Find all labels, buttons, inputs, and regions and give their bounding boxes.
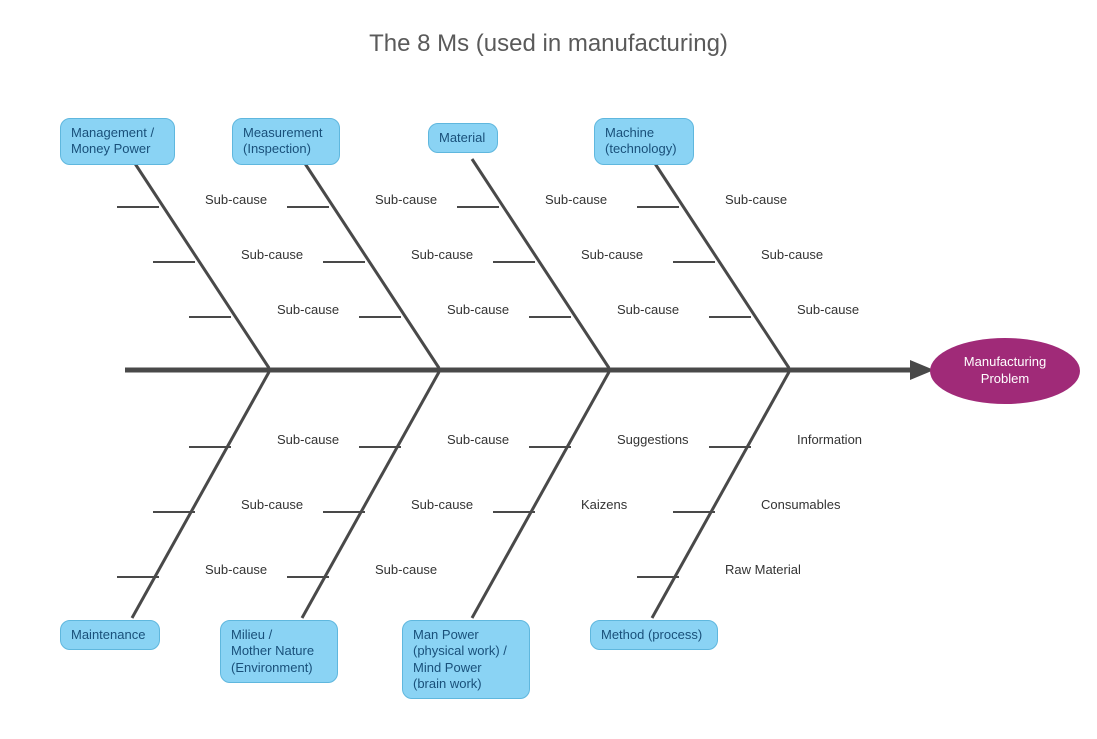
bone-milieu	[302, 372, 439, 618]
category-measurement: Measurement (Inspection)	[232, 118, 340, 165]
category-machine: Machine (technology)	[594, 118, 694, 165]
category-maintenance: Maintenance	[60, 620, 160, 650]
bone-machine	[652, 159, 789, 368]
bone-measurement	[302, 159, 439, 368]
subcause-machine-1: Sub-cause	[761, 247, 823, 262]
category-method: Method (process)	[590, 620, 718, 650]
bone-management	[132, 159, 269, 368]
subcause-maintenance-0: Sub-cause	[277, 432, 339, 447]
subcause-milieu-1: Sub-cause	[411, 497, 473, 512]
subcause-milieu-0: Sub-cause	[447, 432, 509, 447]
subcause-material-2: Sub-cause	[617, 302, 679, 317]
subcause-manpower-0: Suggestions	[617, 432, 689, 447]
subcause-method-2: Raw Material	[725, 562, 801, 577]
bone-manpower	[472, 372, 609, 618]
subcause-management-2: Sub-cause	[277, 302, 339, 317]
subcause-maintenance-1: Sub-cause	[241, 497, 303, 512]
subcause-method-1: Consumables	[761, 497, 841, 512]
subcause-measurement-0: Sub-cause	[375, 192, 437, 207]
effect-node: Manufacturing Problem	[930, 338, 1080, 404]
bone-method	[652, 372, 789, 618]
subcause-material-1: Sub-cause	[581, 247, 643, 262]
subcause-management-1: Sub-cause	[241, 247, 303, 262]
subcause-milieu-2: Sub-cause	[375, 562, 437, 577]
category-manpower: Man Power (physical work) / Mind Power (…	[402, 620, 530, 699]
subcause-management-0: Sub-cause	[205, 192, 267, 207]
subcause-measurement-1: Sub-cause	[411, 247, 473, 262]
category-milieu: Milieu / Mother Nature (Environment)	[220, 620, 338, 683]
subcause-method-0: Information	[797, 432, 862, 447]
subcause-material-0: Sub-cause	[545, 192, 607, 207]
subcause-machine-2: Sub-cause	[797, 302, 859, 317]
bone-maintenance	[132, 372, 269, 618]
subcause-maintenance-2: Sub-cause	[205, 562, 267, 577]
category-management: Management / Money Power	[60, 118, 175, 165]
subcause-machine-0: Sub-cause	[725, 192, 787, 207]
subcause-measurement-2: Sub-cause	[447, 302, 509, 317]
bone-material	[472, 159, 609, 368]
subcause-manpower-1: Kaizens	[581, 497, 627, 512]
category-material: Material	[428, 123, 498, 153]
